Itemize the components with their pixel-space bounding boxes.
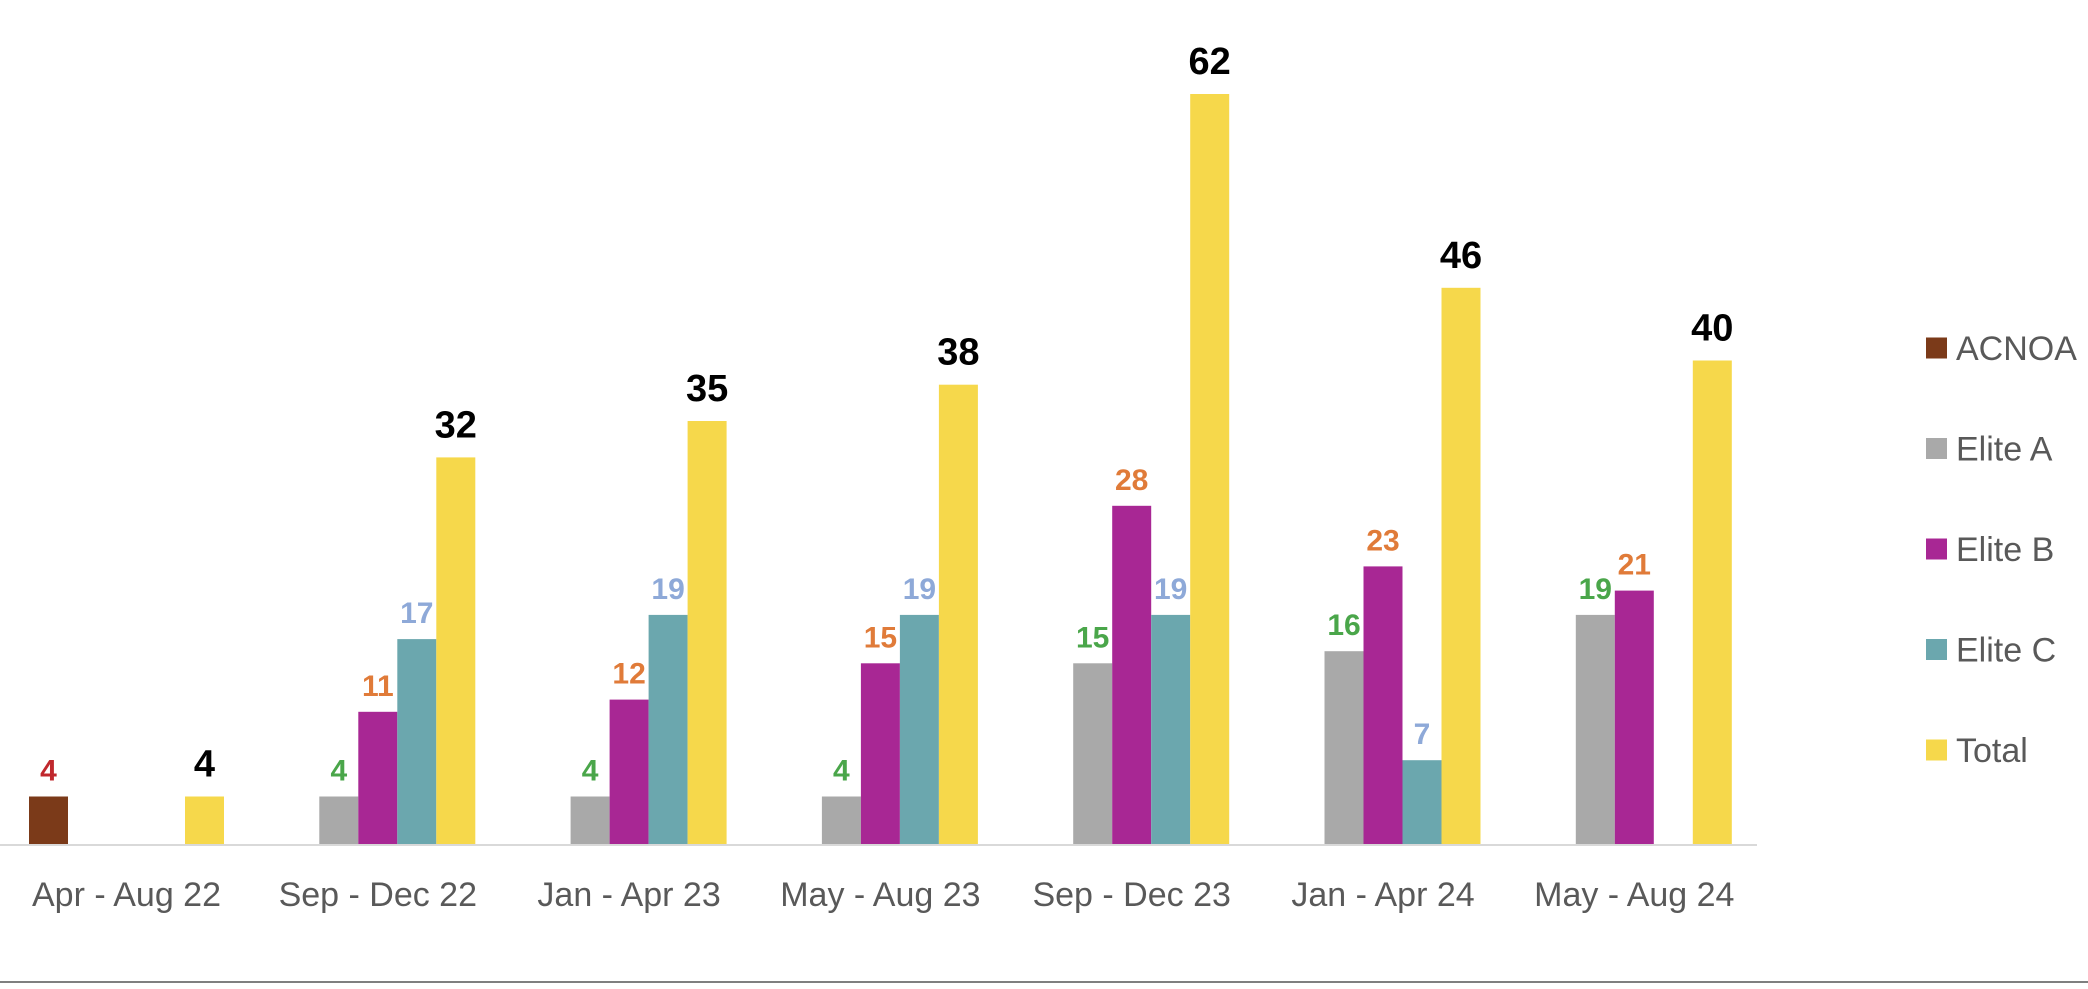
- data-label-elite-b-sep-dec-23: 28: [1115, 464, 1148, 497]
- legend-label-total: Total: [1956, 732, 2028, 770]
- data-label-elite-a-sep-dec-23: 15: [1076, 621, 1109, 654]
- data-label-elite-b-may-aug-23: 15: [864, 621, 897, 654]
- data-label-elite-a-sep-dec-22: 4: [330, 755, 347, 788]
- legend-item-elite-c: Elite C: [1926, 632, 2056, 670]
- bar-acnoa-apr-aug-22: [29, 796, 68, 845]
- legend-swatch-elite-a: [1926, 438, 1947, 459]
- data-label-elite-c-sep-dec-23: 19: [1154, 573, 1187, 606]
- bar-elite-a-sep-dec-23: [1073, 663, 1113, 845]
- bar-elite-b-sep-dec-23: [1112, 505, 1152, 845]
- x-tick-label-jan-apr-23: Jan - Apr 23: [537, 876, 720, 914]
- legend-label-elite-b: Elite B: [1956, 531, 2054, 569]
- x-tick-label-sep-dec-22: Sep - Dec 22: [279, 876, 477, 914]
- bar-total-apr-aug-22: [185, 796, 224, 845]
- bar-total-may-aug-23: [938, 384, 978, 845]
- legend-swatch-elite-b: [1926, 538, 1947, 560]
- data-label-elite-a-jan-apr-23: 4: [582, 755, 599, 788]
- data-label-elite-c-jan-apr-24: 7: [1414, 718, 1431, 751]
- bar-elite-a-jan-apr-24: [1324, 651, 1364, 845]
- data-label-acnoa-apr-aug-22: 4: [40, 755, 57, 788]
- legend-item-elite-a: Elite A: [1926, 431, 2053, 469]
- data-label-elite-b-jan-apr-23: 12: [612, 658, 645, 691]
- data-label-elite-a-may-aug-24: 19: [1579, 573, 1612, 606]
- bar-elite-a-may-aug-23: [821, 796, 861, 845]
- data-label-elite-a-jan-apr-24: 16: [1327, 609, 1360, 642]
- legend-label-elite-c: Elite C: [1956, 632, 2056, 670]
- bar-elite-c-jan-apr-23: [648, 614, 688, 845]
- data-label-total-jan-apr-23: 35: [686, 368, 728, 410]
- bar-elite-b-may-aug-24: [1614, 590, 1654, 845]
- data-label-total-apr-aug-22: 4: [194, 744, 215, 786]
- data-label-total-jan-apr-24: 46: [1440, 235, 1482, 277]
- bar-elite-c-jan-apr-24: [1402, 760, 1442, 845]
- category-labels-layer: Apr - Aug 22 Sep - Dec 22 Jan - Apr 23 May …: [32, 876, 1734, 914]
- data-label-total-sep-dec-22: 32: [435, 404, 477, 446]
- legend-item-total: Total: [1926, 732, 2028, 770]
- bar-total-sep-dec-22: [436, 457, 476, 845]
- data-label-elite-c-sep-dec-22: 17: [400, 597, 433, 630]
- value-labels-layer: 4 4 41117324121935415193815281962162374619…: [40, 41, 1733, 788]
- legend-swatch-acnoa: [1926, 337, 1947, 359]
- bar-total-may-aug-24: [1692, 360, 1732, 845]
- bar-elite-c-sep-dec-23: [1151, 614, 1191, 845]
- bars-layer: [29, 94, 1732, 845]
- x-tick-label-apr-aug-22: Apr - Aug 22: [32, 876, 221, 914]
- bar-elite-b-jan-apr-24: [1363, 566, 1403, 845]
- bar-elite-c-sep-dec-22: [397, 639, 437, 845]
- data-label-elite-b-may-aug-24: 21: [1618, 549, 1651, 582]
- data-label-elite-c-may-aug-23: 19: [903, 573, 936, 606]
- data-label-elite-a-may-aug-23: 4: [833, 755, 850, 788]
- bar-elite-a-may-aug-24: [1575, 614, 1615, 845]
- legend-item-acnoa: ACNOA: [1926, 330, 2077, 368]
- bar-total-jan-apr-24: [1441, 287, 1481, 845]
- bar-elite-b-may-aug-23: [860, 663, 900, 845]
- data-label-total-sep-dec-23: 62: [1189, 41, 1231, 83]
- bar-total-jan-apr-23: [687, 421, 727, 845]
- legend-swatch-elite-c: [1926, 639, 1947, 660]
- bar-elite-c-may-aug-23: [899, 614, 939, 845]
- bar-elite-b-jan-apr-23: [609, 699, 649, 845]
- legend-swatch-total: [1926, 739, 1947, 761]
- bar-elite-a-sep-dec-22: [319, 796, 359, 845]
- legend-label-elite-a: Elite A: [1956, 431, 2053, 469]
- data-label-elite-c-jan-apr-23: 19: [651, 573, 684, 606]
- legend: ACNOA Elite A Elite B Elite C Total: [1926, 330, 2077, 770]
- data-label-total-may-aug-23: 38: [937, 332, 979, 374]
- x-tick-label-may-aug-23: May - Aug 23: [780, 876, 980, 914]
- x-tick-label-sep-dec-23: Sep - Dec 23: [1032, 876, 1230, 914]
- bar-elite-a-jan-apr-23: [570, 796, 610, 845]
- x-tick-label-jan-apr-24: Jan - Apr 24: [1291, 876, 1474, 914]
- data-label-elite-b-jan-apr-24: 23: [1366, 524, 1399, 557]
- bar-total-sep-dec-23: [1190, 94, 1230, 845]
- legend-item-elite-b: Elite B: [1926, 531, 2054, 569]
- x-tick-label-may-aug-24: May - Aug 24: [1534, 876, 1734, 914]
- legend-label-acnoa: ACNOA: [1956, 330, 2077, 368]
- data-label-elite-b-sep-dec-22: 11: [362, 670, 394, 703]
- data-label-total-may-aug-24: 40: [1691, 308, 1733, 350]
- bar-elite-b-sep-dec-22: [358, 711, 398, 845]
